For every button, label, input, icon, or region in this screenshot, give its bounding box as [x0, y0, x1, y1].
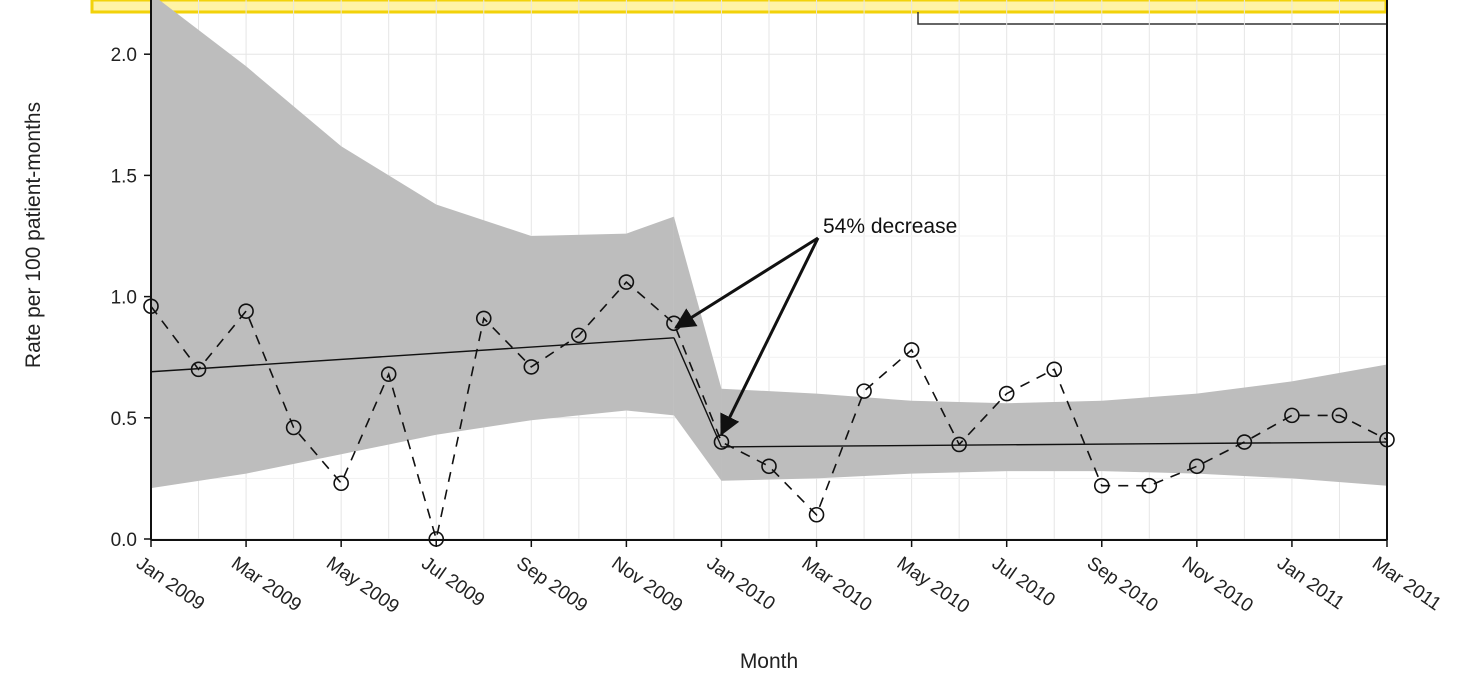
data-point — [761, 458, 777, 475]
data-point — [333, 475, 349, 492]
x-axis-ticks: Jan 2009 Mar 2009 May 2009 Jul 2009 Sep 2009… — [132, 540, 1445, 618]
y-tick-label: 1.0 — [111, 288, 137, 309]
data-point — [998, 385, 1015, 402]
data-point — [1093, 477, 1110, 494]
trend-line-pre — [150, 337, 674, 373]
x-tick-label: Nov 2010 — [1178, 553, 1257, 617]
data-point — [238, 303, 254, 319]
x-tick-label: Mar 2010 — [798, 553, 876, 616]
data-point — [380, 366, 397, 382]
x-tick-label: May 2009 — [322, 553, 402, 618]
data-point — [1141, 477, 1158, 494]
x-tick-label: Sep 2009 — [512, 553, 591, 617]
data-point — [618, 274, 635, 290]
series-observed — [143, 274, 1395, 547]
y-axis-title: Rate per 100 patient-months — [22, 102, 45, 368]
confidence-band — [151, 0, 1387, 489]
data-point — [475, 310, 492, 327]
data-point — [1189, 458, 1205, 475]
data-point — [523, 359, 540, 375]
data-point — [285, 419, 302, 436]
y-axis-ticks: 0.0 0.5 1.0 1.5 2.0 — [111, 45, 151, 551]
data-point — [808, 506, 825, 523]
data-point — [856, 383, 872, 399]
x-tick-label: Jan 2009 — [132, 553, 208, 615]
x-axis-title: Month — [740, 650, 798, 673]
x-tick-label: Jan 2011 — [1273, 553, 1348, 614]
x-tick-label: Sep 2010 — [1083, 553, 1162, 617]
data-point — [190, 361, 207, 378]
confidence-band-pre — [151, 0, 674, 489]
trend-lines — [150, 337, 1388, 448]
annotation-text: 54% decrease — [823, 215, 957, 238]
annotation-arrow — [720, 237, 820, 436]
legend-box-edge — [917, 12, 1387, 25]
x-tick-label: Jul 2010 — [988, 553, 1059, 611]
y-tick-label: 0.0 — [111, 530, 137, 551]
axes — [150, 0, 1388, 541]
x-tick-label: Jul 2009 — [417, 553, 488, 611]
x-tick-label: May 2010 — [893, 553, 973, 618]
annotation-arrow — [674, 236, 819, 329]
confidence-band-post — [721, 364, 1387, 486]
y-tick-label: 1.5 — [111, 166, 137, 187]
y-tick-label: 2.0 — [111, 45, 137, 66]
data-point — [1284, 407, 1300, 424]
data-point — [1331, 407, 1348, 424]
trend-line-drop — [673, 337, 723, 448]
x-tick-label: Mar 2011 — [1368, 553, 1445, 615]
data-point — [951, 436, 967, 453]
x-tick-label: Jan 2010 — [703, 553, 779, 615]
data-point — [903, 342, 920, 358]
data-point — [1046, 361, 1063, 378]
x-tick-label: Mar 2009 — [227, 553, 305, 616]
y-tick-label: 0.5 — [111, 409, 137, 430]
data-point — [1236, 434, 1253, 450]
confidence-band-transition — [673, 216, 722, 481]
annotation: 54% decrease — [674, 215, 957, 436]
data-point — [571, 327, 587, 344]
trend-line-post — [721, 441, 1388, 448]
highlight-banner — [90, 0, 1388, 14]
x-tick-label: Nov 2009 — [608, 553, 687, 617]
